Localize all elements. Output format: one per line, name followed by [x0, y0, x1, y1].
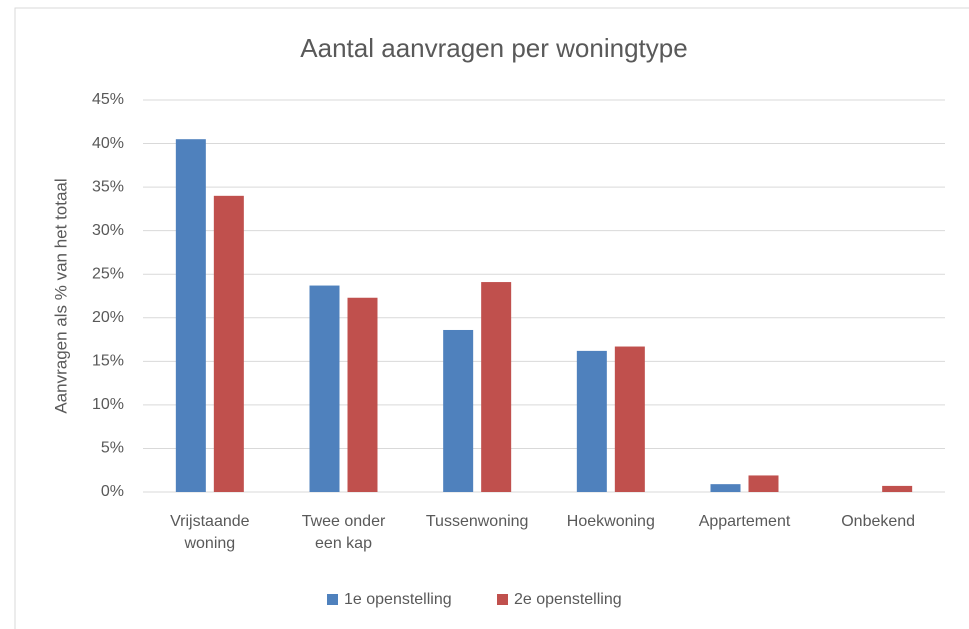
- bar: [347, 297, 378, 492]
- x-tick-label: Vrijstaande woning: [170, 513, 250, 552]
- bar: [748, 475, 779, 492]
- bar: [614, 346, 645, 492]
- bar: [213, 195, 244, 493]
- y-tick-label: 20%: [92, 309, 124, 326]
- y-axis-label: Aanvragen als % van het totaal: [51, 178, 70, 413]
- bar: [443, 329, 474, 492]
- x-tick-label: Appartement: [698, 513, 791, 530]
- y-tick-label: 5%: [101, 440, 124, 457]
- y-tick-label: 25%: [92, 265, 124, 282]
- chart-title: Aantal aanvragen per woningtype: [300, 33, 687, 63]
- y-tick-label: 10%: [92, 396, 124, 413]
- bar: [576, 350, 607, 492]
- bar: [309, 285, 340, 492]
- x-tick-label: Onbekend: [841, 513, 916, 530]
- y-tick-label: 45%: [92, 91, 124, 108]
- bar: [481, 282, 512, 492]
- legend-label: 2e openstelling: [514, 591, 622, 608]
- x-tick-label: Hoekwoning: [566, 513, 655, 530]
- x-tick-label: Twee onder een kap: [301, 513, 386, 552]
- bar: [175, 139, 206, 492]
- y-tick-label: 30%: [92, 222, 124, 239]
- bar: [882, 485, 913, 492]
- legend-label: 1e openstelling: [344, 591, 452, 608]
- bar: [710, 484, 741, 492]
- y-tick-label: 35%: [92, 178, 124, 195]
- legend-swatch: [327, 594, 338, 605]
- y-tick-label: 40%: [92, 135, 124, 152]
- legend-swatch: [497, 594, 508, 605]
- y-tick-label: 0%: [101, 483, 124, 500]
- y-tick-label: 15%: [92, 353, 124, 370]
- x-tick-label: Tussenwoning: [425, 513, 529, 530]
